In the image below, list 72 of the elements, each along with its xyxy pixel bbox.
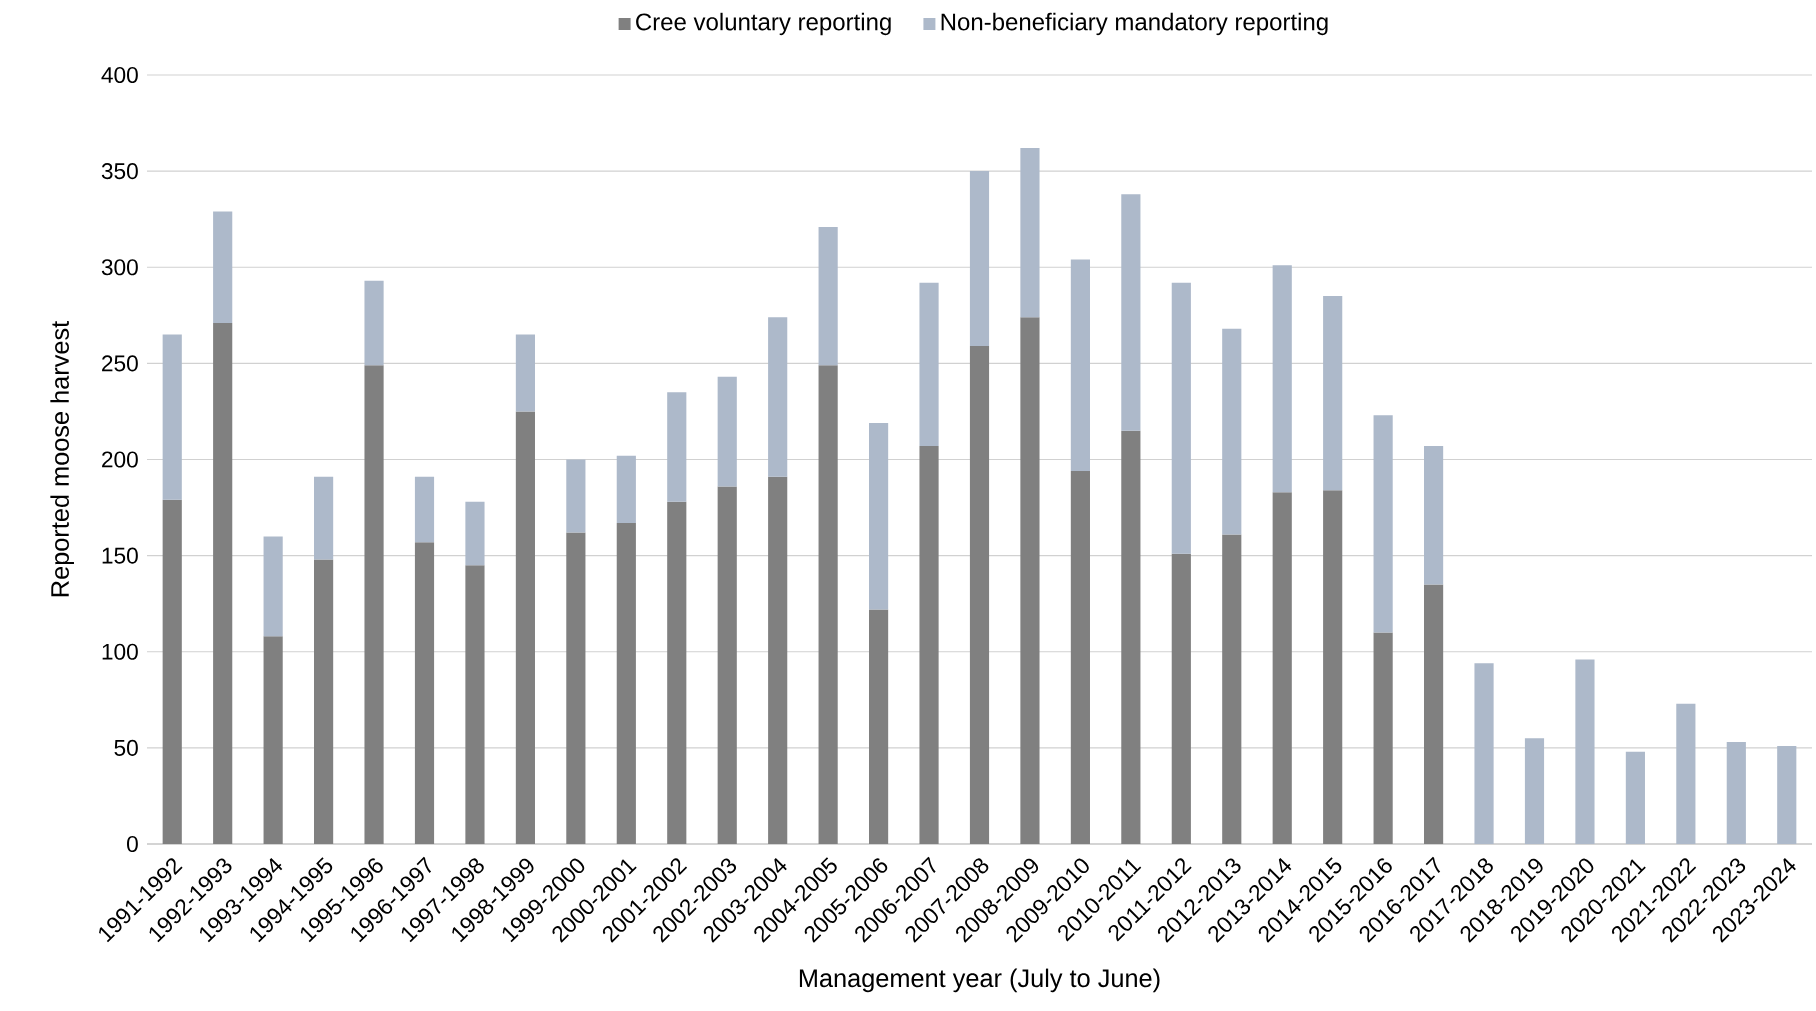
bar xyxy=(616,455,636,523)
bar xyxy=(1424,446,1444,585)
bar xyxy=(263,536,283,637)
y-tick-label: 100 xyxy=(102,643,138,660)
bar xyxy=(364,365,384,844)
bar xyxy=(1222,328,1242,535)
bar xyxy=(364,280,384,366)
bar xyxy=(1121,430,1141,844)
bar xyxy=(1777,745,1797,844)
bar xyxy=(768,476,788,844)
bar xyxy=(1070,259,1090,472)
bar xyxy=(1373,632,1393,844)
bar xyxy=(919,282,939,447)
bar xyxy=(1373,415,1393,633)
bar xyxy=(1171,553,1191,844)
bar xyxy=(263,636,283,844)
bar xyxy=(414,542,435,844)
y-tick-label: 50 xyxy=(114,739,138,756)
bar xyxy=(566,532,586,844)
y-tick-label: 300 xyxy=(101,259,138,276)
bar xyxy=(566,459,586,533)
legend-label: Cree voluntary reporting xyxy=(636,12,891,36)
bar xyxy=(969,171,990,347)
bar xyxy=(1323,490,1343,844)
bar xyxy=(1726,742,1746,844)
bar xyxy=(162,499,182,844)
bar xyxy=(213,211,233,323)
bar xyxy=(667,392,687,502)
x-axis-title: Management year (July to June) xyxy=(799,968,1160,993)
bar xyxy=(919,446,939,844)
bar xyxy=(1272,265,1292,493)
bar xyxy=(1020,317,1040,844)
bar xyxy=(616,522,636,844)
bar xyxy=(1020,148,1040,318)
bar xyxy=(213,323,233,844)
bar xyxy=(465,501,485,566)
y-tick-label: 250 xyxy=(102,355,138,372)
y-tick-label: 150 xyxy=(102,547,138,564)
bar xyxy=(667,501,687,844)
bar xyxy=(1121,194,1141,431)
bar xyxy=(1524,738,1545,844)
bar xyxy=(1474,663,1494,844)
y-tick-label: 350 xyxy=(101,163,138,180)
bar xyxy=(969,346,990,844)
bar xyxy=(869,422,889,610)
bar xyxy=(818,226,838,366)
bar xyxy=(818,365,838,844)
bar xyxy=(717,376,737,487)
bar xyxy=(162,334,182,500)
bar xyxy=(1575,659,1595,844)
bar xyxy=(1272,492,1292,844)
bar xyxy=(1424,584,1444,844)
bar xyxy=(314,559,334,844)
bar xyxy=(465,565,485,844)
y-axis-title: Reported moose harvest xyxy=(50,321,74,597)
bar xyxy=(414,476,435,543)
y-tick-label: 0 xyxy=(127,835,138,853)
legend-label: Non-beneficiary mandatory reporting xyxy=(941,12,1328,36)
bar xyxy=(515,334,535,412)
bar xyxy=(768,317,788,477)
y-tick-label: 400 xyxy=(101,66,138,84)
bar xyxy=(515,411,535,844)
y-tick-label: 200 xyxy=(102,451,138,468)
bar xyxy=(869,609,889,844)
bar xyxy=(1222,534,1242,844)
bar xyxy=(1676,703,1696,844)
bar xyxy=(314,476,334,560)
bar xyxy=(1625,751,1645,844)
bar xyxy=(1070,471,1090,844)
bar xyxy=(1323,296,1343,491)
bar xyxy=(717,486,737,844)
bar xyxy=(1171,282,1191,554)
